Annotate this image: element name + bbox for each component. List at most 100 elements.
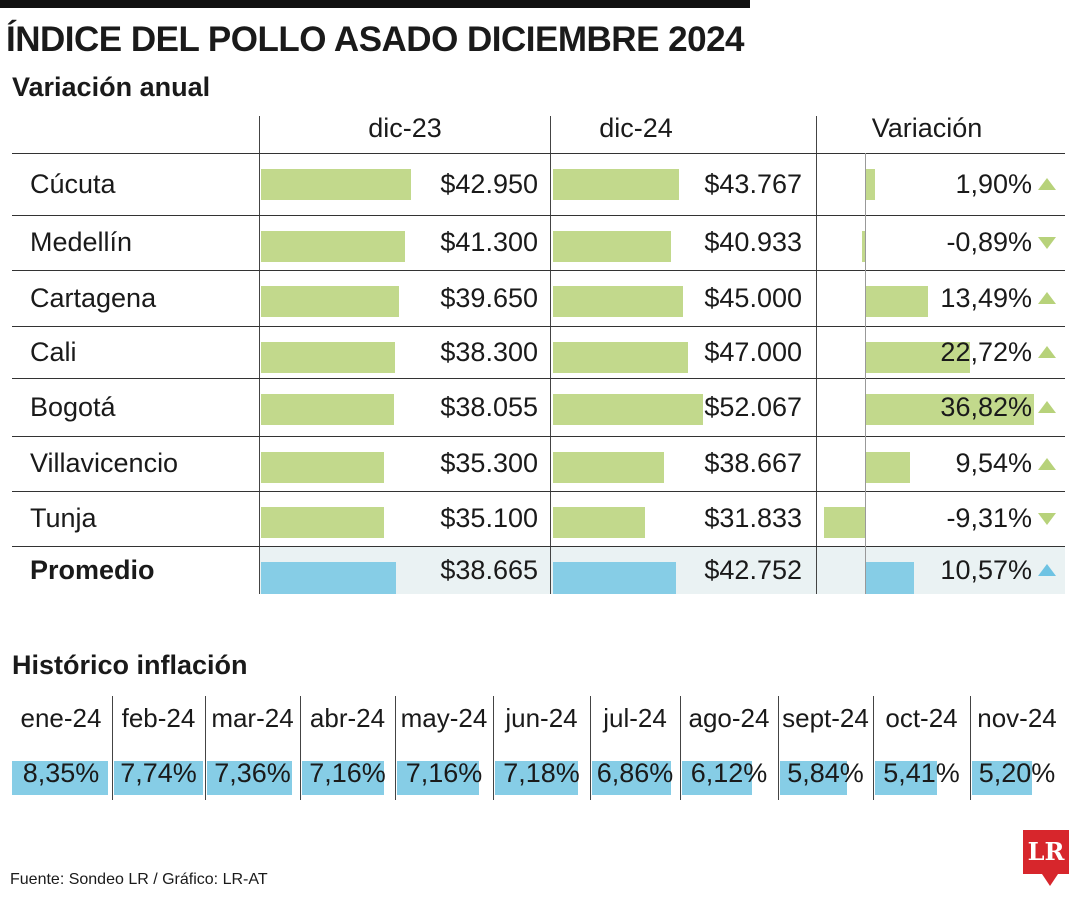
column-divider <box>550 116 551 594</box>
value-variation: 36,82% <box>940 392 1032 422</box>
month-divider <box>205 696 206 800</box>
row-city-label: Villavicencio <box>30 448 179 478</box>
arrow-up-icon <box>1038 401 1056 413</box>
month-divider <box>970 696 971 800</box>
bar-dic23 <box>261 452 384 483</box>
value-dic23: $42.950 <box>440 169 538 199</box>
arrow-up-icon <box>1038 292 1056 304</box>
arrow-down-icon <box>1038 237 1056 249</box>
bar-dic24 <box>553 286 683 317</box>
bar-dic23 <box>261 231 405 262</box>
zero-line <box>865 153 866 594</box>
value-dic23: $35.300 <box>440 448 538 478</box>
arrow-up-icon <box>1038 564 1056 576</box>
value-dic24: $52.067 <box>704 392 802 422</box>
month-label: ene-24 <box>20 703 102 733</box>
row-divider <box>12 326 1065 327</box>
inflation-value: 7,16% <box>405 758 483 788</box>
month-label: ago-24 <box>688 703 770 733</box>
bar-variation <box>866 286 928 317</box>
bar-variation <box>866 562 914 594</box>
bar-dic24 <box>553 452 664 483</box>
inflation-bar <box>592 761 671 795</box>
bar-dic24 <box>553 507 645 538</box>
inflation-bar <box>972 761 1032 795</box>
row-divider <box>12 378 1065 379</box>
lr-logo: LR <box>1023 830 1069 874</box>
bar-dic24 <box>553 342 688 373</box>
value-dic24: $42.752 <box>704 555 802 585</box>
month-label: abr-24 <box>309 703 386 733</box>
bar-dic23 <box>261 169 411 200</box>
bar-dic23 <box>261 286 399 317</box>
inflation-bar <box>302 761 384 795</box>
chart-subtitle: Variación anual <box>12 72 211 102</box>
bar-variation <box>866 452 910 483</box>
month-label: jul-24 <box>603 703 667 733</box>
value-dic23: $38.055 <box>440 392 538 422</box>
month-divider <box>300 696 301 800</box>
bar-dic24 <box>553 169 679 200</box>
inflation-value: 6,86% <box>596 758 674 788</box>
column-header-dic24: dic-24 <box>599 113 673 143</box>
row-divider <box>12 491 1065 492</box>
month-label: may-24 <box>400 703 488 733</box>
value-dic23: $38.300 <box>440 337 538 367</box>
chart-title: ÍNDICE DEL POLLO ASADO DICIEMBRE 2024 <box>6 20 745 59</box>
value-dic24: $47.000 <box>704 337 802 367</box>
inflation-value: 5,84% <box>787 758 864 788</box>
row-city-label: Bogotá <box>30 392 116 422</box>
value-dic24: $40.933 <box>704 227 802 257</box>
source-note: Fuente: Sondeo LR / Gráfico: LR-AT <box>10 871 268 888</box>
value-dic23: $35.100 <box>440 503 538 533</box>
inflation-bar <box>875 761 937 795</box>
month-label: oct-24 <box>885 703 958 733</box>
value-variation: -9,31% <box>946 503 1032 533</box>
value-variation: 10,57% <box>940 555 1032 585</box>
inflation-bar <box>207 761 292 795</box>
inflation-value: 7,18% <box>503 758 580 788</box>
row-city-label: Cali <box>30 337 77 367</box>
row-city-label: Medellín <box>30 227 133 257</box>
value-variation: 22,72% <box>940 337 1032 367</box>
row-divider <box>12 270 1065 271</box>
row-city-label: Promedio <box>30 555 155 585</box>
column-header-dic23: dic-23 <box>368 113 442 143</box>
bar-variation <box>866 342 970 373</box>
inflation-bar <box>114 761 203 795</box>
row-divider <box>12 153 1065 154</box>
row-city-label: Cartagena <box>30 283 157 313</box>
month-divider <box>112 696 113 800</box>
inflation-value: 5,20% <box>978 758 1056 788</box>
inflation-bar <box>780 761 847 795</box>
month-divider <box>873 696 874 800</box>
inflation-value: 6,12% <box>690 758 768 788</box>
bar-variation <box>866 169 875 200</box>
value-dic23: $38.665 <box>440 555 538 585</box>
value-variation: 13,49% <box>940 283 1032 313</box>
arrow-up-icon <box>1038 178 1056 190</box>
top-rule <box>0 0 750 8</box>
bar-variation <box>866 394 1034 425</box>
row-divider <box>12 436 1065 437</box>
row-city-label: Tunja <box>30 503 97 533</box>
row-city-label: Cúcuta <box>30 169 116 199</box>
bar-dic24 <box>553 562 676 594</box>
arrow-up-icon <box>1038 346 1056 358</box>
month-label: nov-24 <box>977 703 1057 733</box>
column-header-variation: Variación <box>871 113 983 143</box>
bar-dic23 <box>261 562 396 594</box>
inflation-value: 5,41% <box>883 758 960 788</box>
historic-title: Histórico inflación <box>12 650 248 680</box>
value-variation: 1,90% <box>955 169 1032 199</box>
column-divider <box>816 116 817 594</box>
value-dic24: $31.833 <box>704 503 802 533</box>
month-divider <box>590 696 591 800</box>
value-dic23: $39.650 <box>440 283 538 313</box>
bar-dic23 <box>261 342 395 373</box>
inflation-bar <box>682 761 752 795</box>
inflation-value: 8,35% <box>22 758 100 788</box>
inflation-value: 7,36% <box>214 758 291 788</box>
month-label: feb-24 <box>121 703 196 733</box>
bar-variation <box>824 507 866 538</box>
